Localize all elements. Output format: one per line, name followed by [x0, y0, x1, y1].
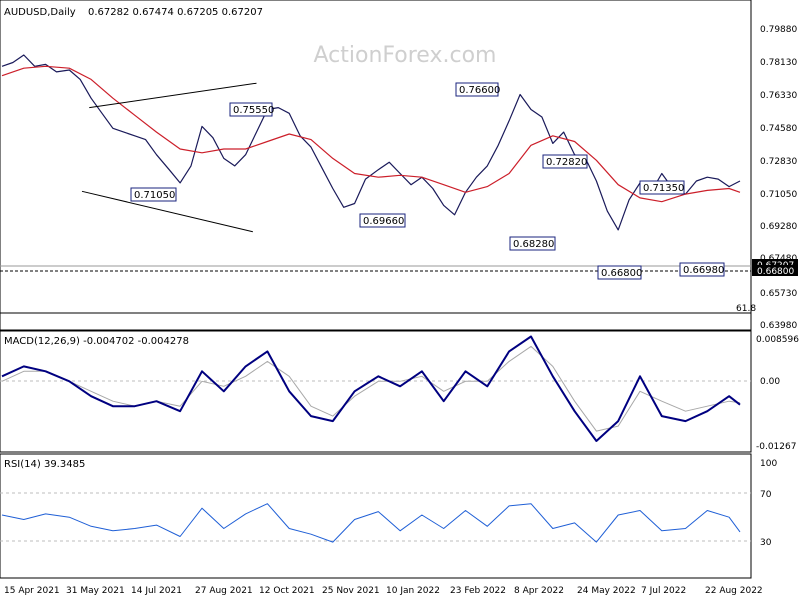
support-price-value: 0.66800: [757, 267, 794, 277]
support-price-tag: [752, 265, 798, 276]
annotation-label: 0.69660: [363, 216, 404, 227]
moving-average-line: [1, 65, 741, 203]
rsi-panel: [0, 453, 752, 579]
annotation-box: [455, 82, 499, 97]
trendline: [81, 190, 253, 233]
annotation-box: [679, 262, 725, 277]
rsi-line: [1, 503, 741, 543]
price-tick: 0.69280: [760, 222, 797, 232]
annotation-box: [359, 213, 406, 228]
annotation-label: 0.75550: [233, 105, 274, 116]
price-tick: 0.65730: [760, 289, 797, 299]
macd-signal-line: [1, 345, 741, 432]
annotation-box: [639, 180, 685, 195]
x-tick-label: 22 Aug 2022: [705, 586, 763, 596]
macd-tick: 0.00: [760, 377, 780, 387]
x-tick-label: 25 Nov 2021: [322, 586, 380, 596]
x-tick-label: 23 Feb 2022: [450, 586, 506, 596]
x-tick-label: 24 May 2022: [577, 586, 636, 596]
macd-title: MACD(12,26,9) -0.004702 -0.004278: [4, 336, 189, 347]
annotation-label: 0.72820: [546, 157, 587, 168]
trendline: [89, 82, 257, 109]
price-tick: 0.79880: [760, 25, 797, 35]
annotation-box: [542, 154, 588, 169]
rsi-tick: 30: [760, 538, 772, 548]
ohlc-readout: 0.67282 0.67474 0.67205 0.67207: [88, 7, 263, 18]
annotation-box: [229, 102, 273, 117]
price-series-layer: [1, 54, 741, 231]
annotation-label: 0.68280: [513, 239, 554, 250]
price-tick: 0.78130: [760, 58, 797, 68]
x-tick-label: 8 Apr 2022: [514, 586, 564, 596]
annotation-label: 0.66980: [683, 265, 724, 276]
fib-label: 61.8: [736, 304, 756, 314]
annotation-label: 0.66800: [601, 268, 642, 279]
watermark: ActionForex.com: [314, 43, 497, 68]
annotation-label: 0.76600: [459, 85, 500, 96]
x-tick-label: 15 Apr 2021: [4, 586, 60, 596]
price-tick: 0.72830: [760, 157, 797, 167]
price-tick: 0.71050: [760, 190, 797, 200]
x-tick-label: 14 Jul 2021: [131, 586, 182, 596]
rsi-title: RSI(14) 39.3485: [4, 459, 85, 470]
rsi-tick: 70: [760, 490, 772, 500]
macd-series-layer: [1, 335, 741, 442]
annotation-label: 0.71350: [643, 183, 684, 194]
symbol-label: AUDUSD,Daily: [4, 7, 76, 18]
annotation-label: 0.71050: [134, 190, 175, 201]
x-tick-label: 7 Jul 2022: [641, 586, 686, 596]
macd-line: [1, 335, 741, 442]
current-price-tag: [752, 259, 798, 270]
annotation-box: [130, 187, 177, 202]
macd-panel: [0, 330, 752, 453]
x-tick-label: 12 Oct 2021: [259, 586, 315, 596]
annotation-box: [509, 236, 556, 251]
price-tick: 0.63980: [760, 321, 797, 331]
rsi-series-layer: [1, 503, 741, 543]
price-line: [1, 54, 741, 231]
rsi-tick: 100: [760, 459, 777, 469]
macd-tick: -0.01267: [756, 442, 796, 452]
price-tick: 0.76330: [760, 91, 797, 101]
trendline-layer: [81, 82, 257, 233]
x-tick-label: 27 Aug 2021: [195, 586, 253, 596]
x-tick-label: 31 May 2021: [66, 586, 125, 596]
x-tick-label: 10 Jan 2022: [386, 586, 440, 596]
price-tick: 0.74580: [760, 124, 797, 134]
annotation-box: [597, 265, 642, 280]
macd-tick: 0.008596: [756, 335, 799, 345]
